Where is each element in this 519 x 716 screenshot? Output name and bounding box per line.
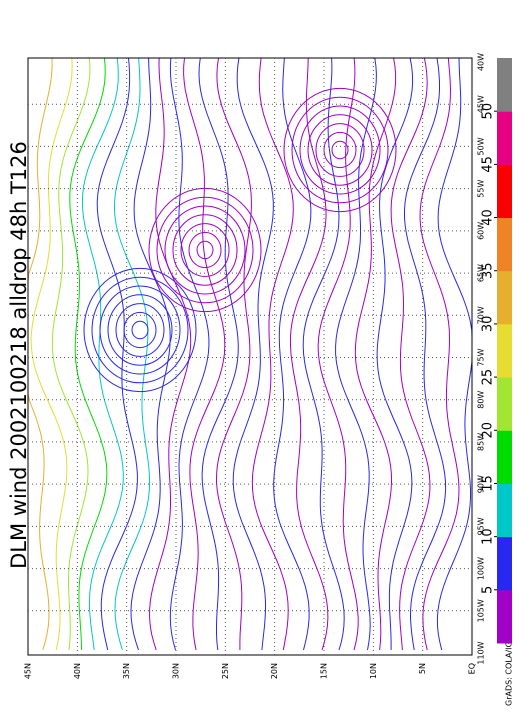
streamline	[404, 57, 447, 651]
streamline-loop	[131, 320, 149, 340]
lon-label: 70W	[477, 306, 486, 324]
streamline	[198, 57, 239, 651]
lat-label: 40N	[73, 663, 82, 679]
streamline	[335, 57, 377, 651]
streamline	[376, 57, 414, 650]
colorbar-label: 40	[481, 209, 496, 226]
colorbar-swatch	[497, 323, 512, 378]
lat-label: 45N	[24, 663, 33, 679]
streamline	[96, 57, 138, 651]
colorbar-label: 10	[481, 528, 496, 545]
streamline-loop	[107, 294, 173, 366]
lat-label: 5N	[418, 663, 427, 674]
streamline-loop	[283, 87, 397, 213]
streamline-loop	[164, 205, 246, 295]
colorbar-swatch	[497, 377, 512, 431]
colorbar-label: 50	[481, 103, 496, 120]
colorbar-label: 30	[481, 316, 496, 333]
streamline-loop	[291, 96, 389, 204]
lon-label: 80W	[477, 391, 486, 409]
colorbar-label: 20	[481, 422, 496, 439]
streamline-loop	[315, 123, 365, 177]
lon-label: 65W	[477, 264, 486, 282]
colorbar-label: 25	[481, 369, 496, 386]
streamlines	[27, 57, 473, 651]
lon-label: 40W	[477, 53, 486, 71]
colorbar-swatch	[497, 270, 512, 325]
lat-label: 30N	[172, 663, 181, 679]
streamline	[183, 57, 226, 651]
lon-label: 55W	[477, 180, 486, 198]
colorbar-label: 5	[481, 586, 496, 594]
lon-label: 85W	[477, 433, 486, 451]
colorbar-label: 35	[481, 262, 496, 279]
streamline-loop	[307, 114, 373, 186]
streamline	[130, 57, 171, 651]
streamline	[232, 57, 274, 651]
streamline	[289, 57, 329, 651]
map-title: DLM wind 2002100218 alldrop 48h T126	[7, 141, 31, 569]
lon-label: 90W	[477, 475, 486, 493]
lat-label: 25N	[221, 663, 230, 679]
streamline	[419, 57, 460, 651]
credit: GrADS: COLA/IGES	[505, 631, 514, 706]
streamline-loop	[99, 285, 181, 375]
colorbar-swatch	[497, 164, 512, 219]
streamline	[354, 57, 397, 651]
streamline	[81, 57, 124, 651]
lon-label: 45W	[477, 95, 486, 113]
streamline-loop	[156, 196, 254, 304]
lat-label: 20N	[270, 663, 279, 679]
colorbar-label: 45	[481, 156, 496, 173]
map-frame	[27, 57, 473, 656]
streamline-loop	[188, 231, 222, 269]
lon-label: 95W	[477, 517, 486, 535]
streamline	[113, 57, 151, 651]
colorbar-swatch	[497, 111, 512, 165]
lon-label: 100W	[477, 557, 486, 580]
lon-label: 50W	[477, 137, 486, 155]
streamline	[51, 57, 91, 651]
lon-label: 105W	[477, 599, 486, 622]
streamline	[302, 57, 345, 651]
streamline	[215, 57, 252, 650]
colorbar-swatch	[497, 217, 512, 272]
streamline-loop	[196, 240, 214, 260]
streamline-loop	[172, 214, 238, 286]
streamline	[251, 57, 294, 651]
colorbar-swatch	[497, 430, 512, 484]
streamline	[149, 57, 192, 651]
streamline-loop	[83, 267, 197, 393]
streamline-loop	[91, 276, 189, 384]
lon-label: 110W	[477, 641, 486, 664]
streamline-loop	[331, 140, 349, 160]
streamline-loop	[123, 311, 157, 349]
lat-label: EQ	[468, 663, 477, 674]
streamline-loop	[115, 303, 165, 357]
lon-label: 60W	[477, 222, 486, 240]
colorbar-swatch	[497, 483, 512, 538]
streamline	[30, 57, 73, 651]
lat-label: 35N	[122, 663, 131, 679]
lat-label: 15N	[320, 663, 329, 679]
streamline	[69, 57, 108, 651]
streamline	[273, 57, 312, 651]
colorbar-swatch	[497, 536, 512, 591]
colorbar-label: 15	[481, 475, 496, 492]
lon-label: 75W	[477, 348, 486, 366]
colorbar-swatch	[497, 58, 512, 112]
streamline	[390, 57, 431, 651]
lat-label: 10N	[369, 663, 378, 679]
streamline	[169, 57, 210, 651]
colorbar-swatch	[497, 589, 512, 644]
streamline-loop	[299, 105, 381, 195]
streamline-loop	[180, 223, 230, 277]
